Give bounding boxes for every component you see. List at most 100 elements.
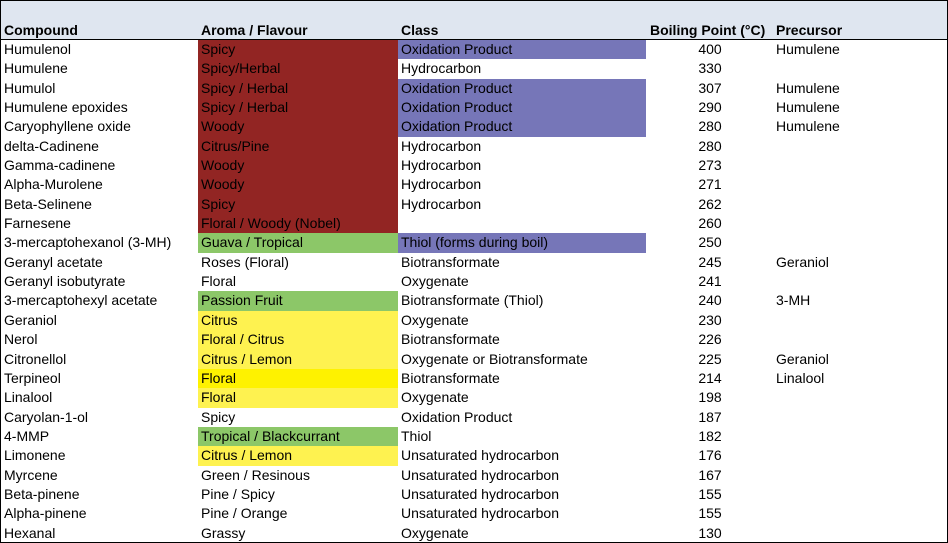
boiling-point-cell[interactable]: 273 xyxy=(698,157,722,174)
compound-cell[interactable]: Gamma-cadinene xyxy=(4,157,116,174)
aroma-cell[interactable]: Citrus xyxy=(198,310,398,331)
precursor-cell[interactable] xyxy=(774,137,947,156)
boiling-point-cell[interactable]: 214 xyxy=(698,369,722,386)
aroma-cell[interactable]: Floral xyxy=(198,368,398,389)
precursor-cell[interactable]: Geraniol xyxy=(776,350,829,367)
precursor-cell[interactable] xyxy=(774,485,947,504)
precursor-cell[interactable] xyxy=(774,408,947,427)
boiling-point-cell[interactable]: 260 xyxy=(698,215,722,232)
compound-cell[interactable]: Humulol xyxy=(4,79,56,96)
boiling-point-cell[interactable]: 307 xyxy=(698,79,722,96)
precursor-cell[interactable] xyxy=(774,427,947,446)
compound-cell[interactable]: Hexanal xyxy=(4,524,56,541)
compound-cell[interactable]: Alpha-Murolene xyxy=(4,176,103,193)
class-cell[interactable]: Hydrocarbon xyxy=(401,157,482,174)
compound-cell[interactable]: Beta-Selinene xyxy=(4,195,92,212)
compound-cell[interactable]: delta-Cadinene xyxy=(4,137,99,154)
precursor-cell[interactable]: Humulene xyxy=(776,79,840,96)
compound-cell[interactable]: Nerol xyxy=(4,331,38,348)
compound-cell[interactable]: Citronellol xyxy=(4,350,67,367)
precursor-cell[interactable] xyxy=(774,311,947,330)
class-cell[interactable]: Oxidation Product xyxy=(398,78,646,99)
compound-cell[interactable]: Terpineol xyxy=(4,369,61,386)
precursor-cell[interactable] xyxy=(774,466,947,485)
boiling-point-cell[interactable]: 226 xyxy=(698,331,722,348)
aroma-cell[interactable]: Floral xyxy=(201,273,237,290)
precursor-cell[interactable] xyxy=(774,214,947,233)
boiling-point-cell[interactable]: 167 xyxy=(698,466,722,483)
precursor-cell[interactable] xyxy=(774,524,947,542)
class-cell[interactable]: Biotransformate xyxy=(401,253,500,270)
precursor-cell[interactable]: Humulene xyxy=(776,41,840,57)
header-boiling-point[interactable]: Boiling Point (°C) xyxy=(650,22,766,38)
compound-cell[interactable]: Geranyl isobutyrate xyxy=(4,273,126,290)
compound-cell[interactable]: Alpha-pinene xyxy=(4,505,87,522)
boiling-point-cell[interactable]: 241 xyxy=(698,273,722,290)
class-cell[interactable]: Oxidation Product xyxy=(398,117,646,137)
class-cell[interactable]: Oxygenate xyxy=(401,524,469,541)
precursor-cell[interactable] xyxy=(774,195,947,214)
class-cell[interactable] xyxy=(398,214,646,233)
aroma-cell[interactable]: Citrus / Lemon xyxy=(198,349,398,369)
class-cell[interactable]: Oxygenate xyxy=(401,273,469,290)
header-compound[interactable]: Compound xyxy=(4,22,78,38)
header-aroma[interactable]: Aroma / Flavour xyxy=(201,22,308,38)
aroma-cell[interactable]: Roses (Floral) xyxy=(201,253,289,270)
aroma-cell[interactable]: Spicy xyxy=(198,194,398,215)
compound-cell[interactable]: 4-MMP xyxy=(4,427,50,444)
aroma-cell[interactable]: Pine / Spicy xyxy=(201,485,275,502)
class-cell[interactable]: Hydrocarbon xyxy=(401,137,482,154)
class-cell[interactable]: Oxygenate xyxy=(401,311,469,328)
aroma-cell[interactable]: Passion Fruit xyxy=(198,291,398,311)
boiling-point-cell[interactable]: 330 xyxy=(698,60,722,77)
class-cell[interactable]: Oxidation Product xyxy=(401,408,513,425)
aroma-cell[interactable]: Woody xyxy=(198,156,398,176)
boiling-point-cell[interactable]: 240 xyxy=(698,292,722,309)
precursor-cell[interactable]: Humulene xyxy=(776,118,840,135)
aroma-cell[interactable]: Guava / Tropical xyxy=(198,233,398,253)
aroma-cell[interactable]: Green / Resinous xyxy=(201,466,310,483)
boiling-point-cell[interactable]: 176 xyxy=(698,447,722,464)
precursor-cell[interactable] xyxy=(774,388,947,407)
aroma-cell[interactable]: Floral / Citrus xyxy=(198,330,398,350)
class-cell[interactable]: Oxygenate xyxy=(401,389,469,406)
boiling-point-cell[interactable]: 400 xyxy=(698,41,722,57)
boiling-point-cell[interactable]: 230 xyxy=(698,311,722,328)
boiling-point-cell[interactable]: 245 xyxy=(698,253,722,270)
class-cell[interactable]: Hydrocarbon xyxy=(401,176,482,193)
class-cell[interactable]: Hydrocarbon xyxy=(401,60,482,77)
precursor-cell[interactable]: Humulene xyxy=(776,99,840,116)
compound-cell[interactable]: 3-mercaptohexyl acetate xyxy=(4,292,158,309)
class-cell[interactable]: Unsaturated hydrocarbon xyxy=(401,505,559,522)
aroma-cell[interactable]: Spicy xyxy=(198,40,398,60)
boiling-point-cell[interactable]: 187 xyxy=(698,408,722,425)
aroma-cell[interactable]: Citrus / Lemon xyxy=(198,446,398,466)
class-cell[interactable]: Unsaturated hydrocarbon xyxy=(401,485,559,502)
precursor-cell[interactable]: Linalool xyxy=(776,369,825,386)
boiling-point-cell[interactable]: 130 xyxy=(698,524,722,541)
aroma-cell[interactable]: Spicy xyxy=(201,408,236,425)
class-cell[interactable]: Biotransformate xyxy=(401,369,500,386)
precursor-cell[interactable] xyxy=(774,446,947,465)
precursor-cell[interactable]: 3-MH xyxy=(776,292,811,309)
compound-cell[interactable]: Humulenol xyxy=(4,41,71,57)
aroma-cell[interactable]: Pine / Orange xyxy=(201,505,288,522)
compound-cell[interactable]: 3-mercaptohexanol (3-MH) xyxy=(4,234,172,251)
compound-cell[interactable]: Linalool xyxy=(4,389,53,406)
boiling-point-cell[interactable]: 155 xyxy=(698,505,722,522)
class-cell[interactable]: Thiol xyxy=(401,427,432,444)
class-cell[interactable]: Unsaturated hydrocarbon xyxy=(401,447,559,464)
boiling-point-cell[interactable]: 225 xyxy=(698,350,722,367)
boiling-point-cell[interactable]: 250 xyxy=(698,234,722,251)
header-precursor[interactable]: Precursor xyxy=(776,22,843,38)
class-cell[interactable]: Oxidation Product xyxy=(398,98,646,118)
precursor-cell[interactable] xyxy=(774,175,947,194)
compound-cell[interactable]: Beta-pinene xyxy=(4,485,80,502)
precursor-cell[interactable] xyxy=(774,272,947,291)
precursor-cell[interactable] xyxy=(774,330,947,349)
boiling-point-cell[interactable]: 155 xyxy=(698,485,722,502)
aroma-cell[interactable]: Woody xyxy=(198,117,398,137)
aroma-cell[interactable]: Tropical / Blackcurrant xyxy=(198,426,398,447)
boiling-point-cell[interactable]: 290 xyxy=(698,99,722,116)
precursor-cell[interactable]: Geraniol xyxy=(776,253,829,270)
